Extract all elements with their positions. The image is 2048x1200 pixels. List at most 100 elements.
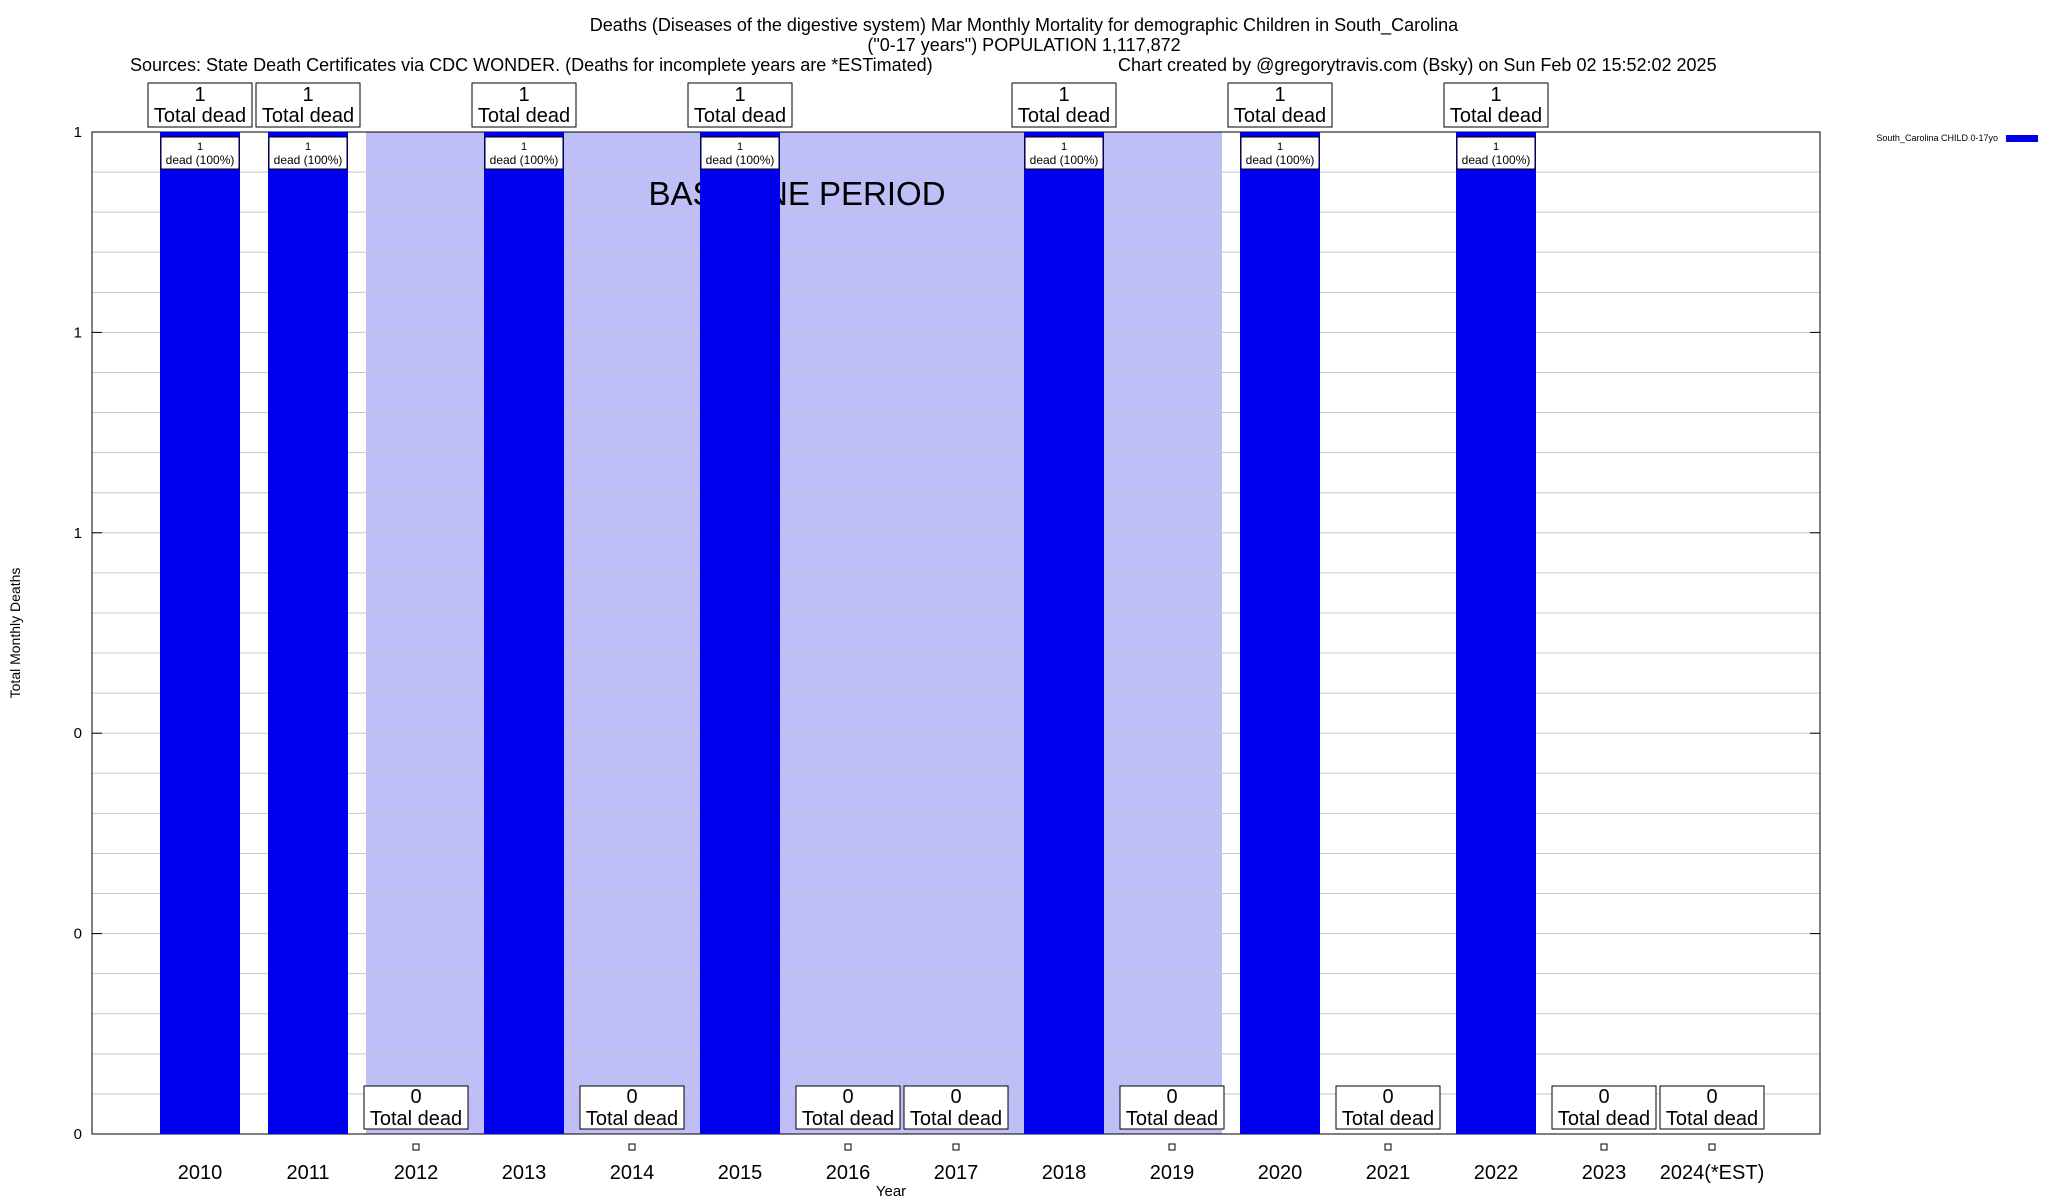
x-tick-label: 2017 <box>934 1162 979 1184</box>
x-tick-label: 2024(*EST) <box>1660 1162 1765 1184</box>
legend-swatch <box>2006 135 2038 142</box>
bar-inner-label: dead (100%) <box>706 153 775 167</box>
x-tick-label: 2023 <box>1582 1162 1627 1184</box>
bar-total-label: Total dead <box>802 1108 894 1130</box>
bar-inner-value: 1 <box>1493 141 1499 153</box>
zero-marker <box>1168 1143 1176 1151</box>
bar-total-value: 1 <box>1058 84 1069 106</box>
y-tick-label: 1 <box>74 324 82 341</box>
x-tick-label: 2012 <box>394 1162 439 1184</box>
bar-total-value: 0 <box>842 1086 853 1108</box>
bar-total-value: 0 <box>626 1086 637 1108</box>
chart-title-line-2: ("0-17 years") POPULATION 1,117,872 <box>867 35 1181 55</box>
bar-total-value: 1 <box>194 84 205 106</box>
chart-subtitle-left: Sources: State Death Certificates via CD… <box>130 55 933 75</box>
bar-inner-label-box <box>700 136 780 170</box>
bar-total-value: 1 <box>1490 84 1501 106</box>
bar-inner-label-box <box>268 136 348 170</box>
bar <box>700 132 780 1134</box>
bar-total-value: 0 <box>1706 1086 1717 1108</box>
x-tick-label: 2011 <box>286 1162 329 1184</box>
baseline-period-label: BASELINE PERIOD <box>648 175 945 212</box>
x-tick-label: 2021 <box>1366 1162 1411 1184</box>
bar <box>160 132 240 1134</box>
bar-total-label-box <box>471 82 577 128</box>
x-tick-label: 2022 <box>1474 1162 1519 1184</box>
bar-total-value: 1 <box>518 84 529 106</box>
y-tick-label: 1 <box>74 525 82 542</box>
x-tick-label: 2014 <box>610 1162 655 1184</box>
bar-total-value: 1 <box>734 84 745 106</box>
bar-total-label-box <box>795 1085 901 1130</box>
bar-total-label-box <box>1335 1085 1441 1130</box>
bar-total-label: Total dead <box>586 1108 678 1130</box>
bar-inner-value: 1 <box>1277 141 1283 153</box>
bar-inner-label-box <box>1024 136 1104 170</box>
bar-total-value: 0 <box>410 1086 421 1108</box>
bar-total-value: 0 <box>1382 1086 1393 1108</box>
bar-inner-label: dead (100%) <box>166 153 235 167</box>
bar-total-label: Total dead <box>1234 105 1326 127</box>
bar-total-label-box <box>1659 1085 1765 1130</box>
y-axis-label: Total Monthly Deaths <box>7 568 23 699</box>
y-tick-label: 1 <box>74 124 82 141</box>
x-tick-label: 2020 <box>1258 1162 1303 1184</box>
bar-inner-label-box <box>160 136 240 170</box>
bar-total-label: Total dead <box>262 105 354 127</box>
bar-total-label-box <box>1119 1085 1225 1130</box>
x-axis-label: Year <box>876 1183 906 1200</box>
bar-total-label: Total dead <box>1018 105 1110 127</box>
x-tick-label: 2013 <box>502 1162 547 1184</box>
bar-total-label: Total dead <box>1126 1108 1218 1130</box>
bar-total-label-box <box>363 1085 469 1130</box>
x-tick-label: 2010 <box>178 1162 223 1184</box>
y-tick-label: 0 <box>74 926 82 943</box>
bar-inner-value: 1 <box>305 141 311 153</box>
bar-inner-label-box <box>484 136 564 170</box>
bar-total-label: Total dead <box>694 105 786 127</box>
bar <box>268 132 348 1134</box>
bar <box>1456 132 1536 1134</box>
bar <box>1240 132 1320 1134</box>
bar-total-label-box <box>903 1085 1009 1130</box>
zero-marker <box>628 1143 636 1151</box>
bar-inner-label: dead (100%) <box>1462 153 1531 167</box>
zero-marker <box>1708 1143 1716 1151</box>
bar-total-label: Total dead <box>154 105 246 127</box>
bar-total-label-box <box>1443 82 1549 128</box>
bar-total-label-box <box>579 1085 685 1130</box>
bar-inner-label: dead (100%) <box>490 153 559 167</box>
bar-inner-label: dead (100%) <box>1030 153 1099 167</box>
bar-total-label: Total dead <box>910 1108 1002 1130</box>
x-tick-label: 2019 <box>1150 1162 1195 1184</box>
bar-total-label: Total dead <box>1666 1108 1758 1130</box>
bar-total-label: Total dead <box>370 1108 462 1130</box>
bar-total-label: Total dead <box>478 105 570 127</box>
bar-inner-label-box <box>1240 136 1320 170</box>
bar-inner-value: 1 <box>197 141 203 153</box>
bar-total-value: 0 <box>1598 1086 1609 1108</box>
y-tick-label: 0 <box>74 1126 82 1143</box>
zero-marker <box>1384 1143 1392 1151</box>
bar-inner-value: 1 <box>737 141 743 153</box>
zero-marker <box>1600 1143 1608 1151</box>
zero-marker <box>844 1143 852 1151</box>
bar-total-label: Total dead <box>1558 1108 1650 1130</box>
bar-total-value: 0 <box>950 1086 961 1108</box>
chart-title-line-1: Deaths (Diseases of the digestive system… <box>589 15 1459 35</box>
bar-inner-label-box <box>1456 136 1536 170</box>
bar-total-label-box <box>1011 82 1117 128</box>
bar-total-label-box <box>687 82 793 128</box>
bar-total-label: Total dead <box>1342 1108 1434 1130</box>
bar-total-label-box <box>1551 1085 1657 1130</box>
bar-inner-value: 1 <box>521 141 527 153</box>
bar <box>484 132 564 1134</box>
x-tick-label: 2018 <box>1042 1162 1087 1184</box>
bar-total-label-box <box>147 82 253 128</box>
bar <box>1024 132 1104 1134</box>
bar-inner-label: dead (100%) <box>1246 153 1315 167</box>
plot-frame <box>91 131 1821 1135</box>
zero-marker <box>412 1143 420 1151</box>
zero-marker <box>952 1143 960 1151</box>
